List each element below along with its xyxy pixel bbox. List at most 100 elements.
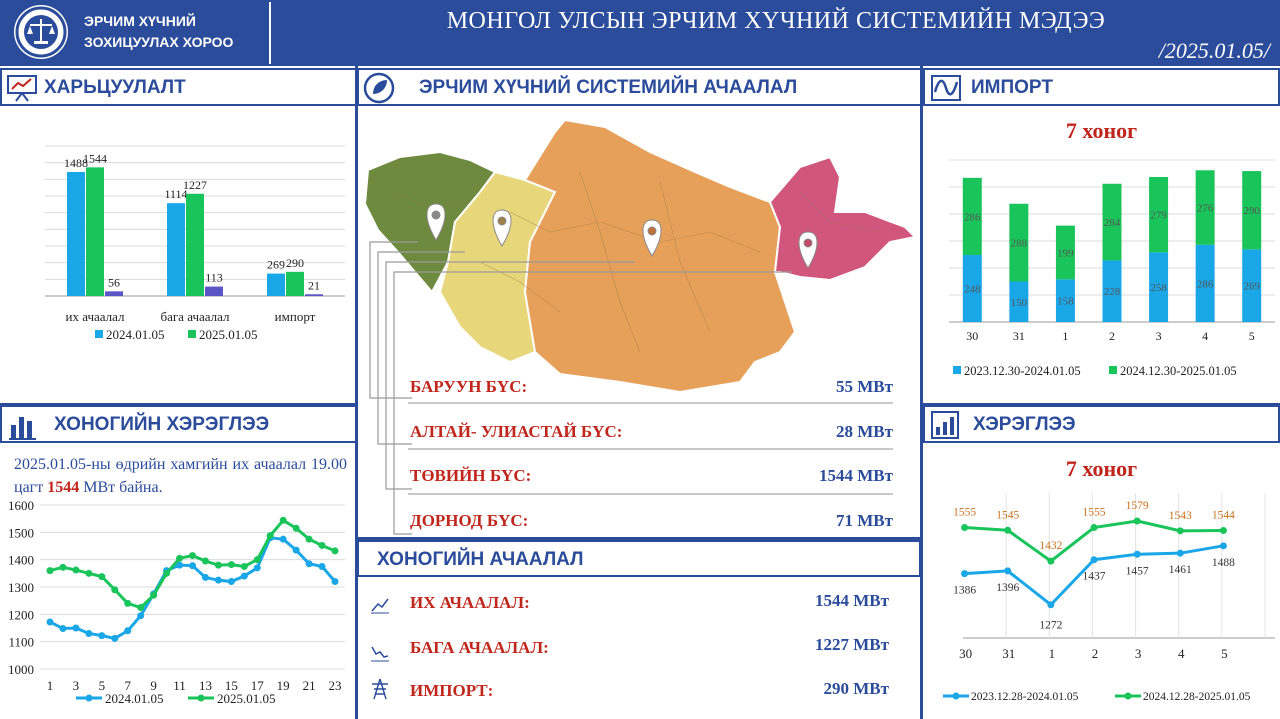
- consumption-period-label: 7 хоног: [1065, 456, 1138, 481]
- category-label: 4: [1178, 646, 1185, 661]
- bar-value-label: 158: [1057, 296, 1074, 308]
- data-point: [1176, 527, 1184, 535]
- data-point: [189, 552, 196, 560]
- consumption-title: ХЭРЭГЛЭЭ: [973, 414, 1076, 435]
- min-load-value: 1227 МВт: [815, 635, 889, 654]
- power-tower-icon: [372, 678, 388, 700]
- data-point: [85, 629, 93, 637]
- bar-value-label: 56: [108, 275, 120, 289]
- stacked-bar: [1055, 279, 1075, 322]
- eco-power-icon: [363, 72, 395, 104]
- divider-right: [923, 403, 1280, 406]
- x-tick-label: 17: [251, 678, 265, 693]
- x-tick-label: 21: [303, 678, 316, 693]
- daily-load-panel-header: ХОНОГИЙН АЧААЛАЛ: [357, 540, 921, 577]
- bar-value-label: 269: [267, 258, 285, 272]
- data-point: [253, 556, 261, 564]
- data-label: 1545: [996, 509, 1019, 521]
- data-point: [1047, 601, 1055, 609]
- data-point: [961, 524, 969, 532]
- system-load-panel-header: ЭРЧИМ ХҮЧНИЙ СИСТЕМИЙН АЧААЛАЛ: [357, 68, 923, 106]
- legend-swatch: [1109, 366, 1117, 374]
- daily-note-before: 2025.01.05-ны өдрийн хамгийн их ачаалал …: [14, 456, 347, 496]
- y-tick-label: 1500: [8, 525, 34, 540]
- bar-value-label: 1488: [64, 156, 88, 170]
- bar: [86, 167, 104, 296]
- category-label: 5: [1221, 646, 1228, 661]
- growth-chart-icon: [931, 411, 959, 439]
- legend-swatch: [95, 330, 103, 338]
- region-altai-label: АЛТАЙ- УЛИАСТАЙ БҮС:: [410, 422, 623, 441]
- x-tick-label: 11: [173, 678, 186, 693]
- data-label: 1457: [1126, 565, 1149, 577]
- x-tick-label: 23: [329, 678, 342, 693]
- x-tick-label: 13: [199, 678, 212, 693]
- data-point: [305, 535, 313, 543]
- y-tick-label: 1000: [8, 662, 34, 677]
- bar: [186, 193, 204, 296]
- legend-swatch: [188, 330, 196, 338]
- data-label: 1555: [1083, 507, 1106, 519]
- stacked-bar: [1149, 252, 1169, 322]
- data-label: 1579: [1126, 500, 1149, 512]
- data-point: [1047, 557, 1055, 565]
- import-panel-header: ИМПОРТ: [923, 68, 1280, 106]
- data-label: 1432: [1039, 540, 1062, 552]
- y-tick-label: 1600: [8, 500, 34, 513]
- data-point: [111, 586, 119, 594]
- data-label: 1461: [1169, 564, 1192, 576]
- compare-title: ХАРЬЦУУЛАЛТ: [44, 77, 186, 98]
- category-label: 1: [1049, 646, 1056, 661]
- bar-value-label: 1544: [83, 151, 107, 165]
- max-load-label: ИХ АЧААЛАЛ:: [410, 593, 530, 612]
- wave-chart-icon: [931, 75, 961, 101]
- data-point: [266, 532, 274, 540]
- category-label: 31: [1002, 646, 1015, 661]
- map-pin-west: [426, 203, 446, 241]
- org-name: ЭРЧИМ ХҮЧНИЙ ЗОХИЦУУЛАХ ХОРОО: [84, 11, 233, 53]
- region-central-label: ТӨВИЙН БҮС:: [410, 466, 532, 485]
- legend-marker: [1124, 692, 1132, 700]
- data-point: [1133, 550, 1141, 558]
- legend-label: 2024.01.05: [105, 691, 164, 706]
- divider-center: [357, 537, 921, 540]
- daily-consumption-panel-header: ХОНОГИЙН ХЭРЭГЛЭЭ: [0, 405, 357, 443]
- data-point: [279, 535, 287, 543]
- stacked-bar: [1102, 183, 1122, 261]
- consumption-chart: 30 31 1 2 3 4 5 1386 1396 1272 1437 1457 1461 1488 155…: [943, 493, 1275, 703]
- data-point: [1133, 517, 1141, 525]
- region-separator: [408, 448, 893, 450]
- category-label: 30: [959, 646, 972, 661]
- data-point: [1176, 549, 1184, 557]
- map-pin-east: [798, 231, 818, 269]
- data-point: [1219, 542, 1227, 550]
- category-label: импорт: [275, 309, 316, 324]
- y-tick-label: 1200: [8, 607, 34, 622]
- data-point: [72, 624, 80, 632]
- data-point: [98, 573, 106, 581]
- import-title: ИМПОРТ: [971, 77, 1053, 98]
- category-label: 3: [1135, 646, 1142, 661]
- category-label: 31: [1013, 329, 1025, 343]
- legend-label: 2024.12.28-2025.01.05: [1143, 691, 1251, 703]
- import-chart: 248 286 30 150 288 31 158 199 1 228 284 2 258 279 3 286…: [949, 159, 1275, 378]
- stacked-bar: [1195, 170, 1215, 245]
- stacked-bar: [1149, 177, 1169, 253]
- category-label: 30: [966, 329, 978, 343]
- data-label: 1396: [996, 582, 1019, 594]
- data-point: [331, 578, 339, 586]
- bar-value-label: 199: [1057, 247, 1074, 259]
- data-point: [46, 618, 54, 626]
- bar: [105, 291, 123, 296]
- data-point: [227, 561, 235, 569]
- category-label: 4: [1202, 329, 1208, 343]
- presentation-chart-icon: [7, 75, 37, 102]
- data-point: [214, 561, 222, 569]
- legend-label: 2023.12.28-2024.01.05: [971, 691, 1079, 703]
- bar: [205, 286, 223, 296]
- map-connector-lines: [369, 241, 792, 535]
- region-separator: [408, 402, 893, 404]
- import-period-label: 7 хоног: [1065, 118, 1138, 143]
- legend-label: 2024.12.30-2025.01.05: [1120, 364, 1237, 378]
- stacked-bar: [1102, 260, 1122, 322]
